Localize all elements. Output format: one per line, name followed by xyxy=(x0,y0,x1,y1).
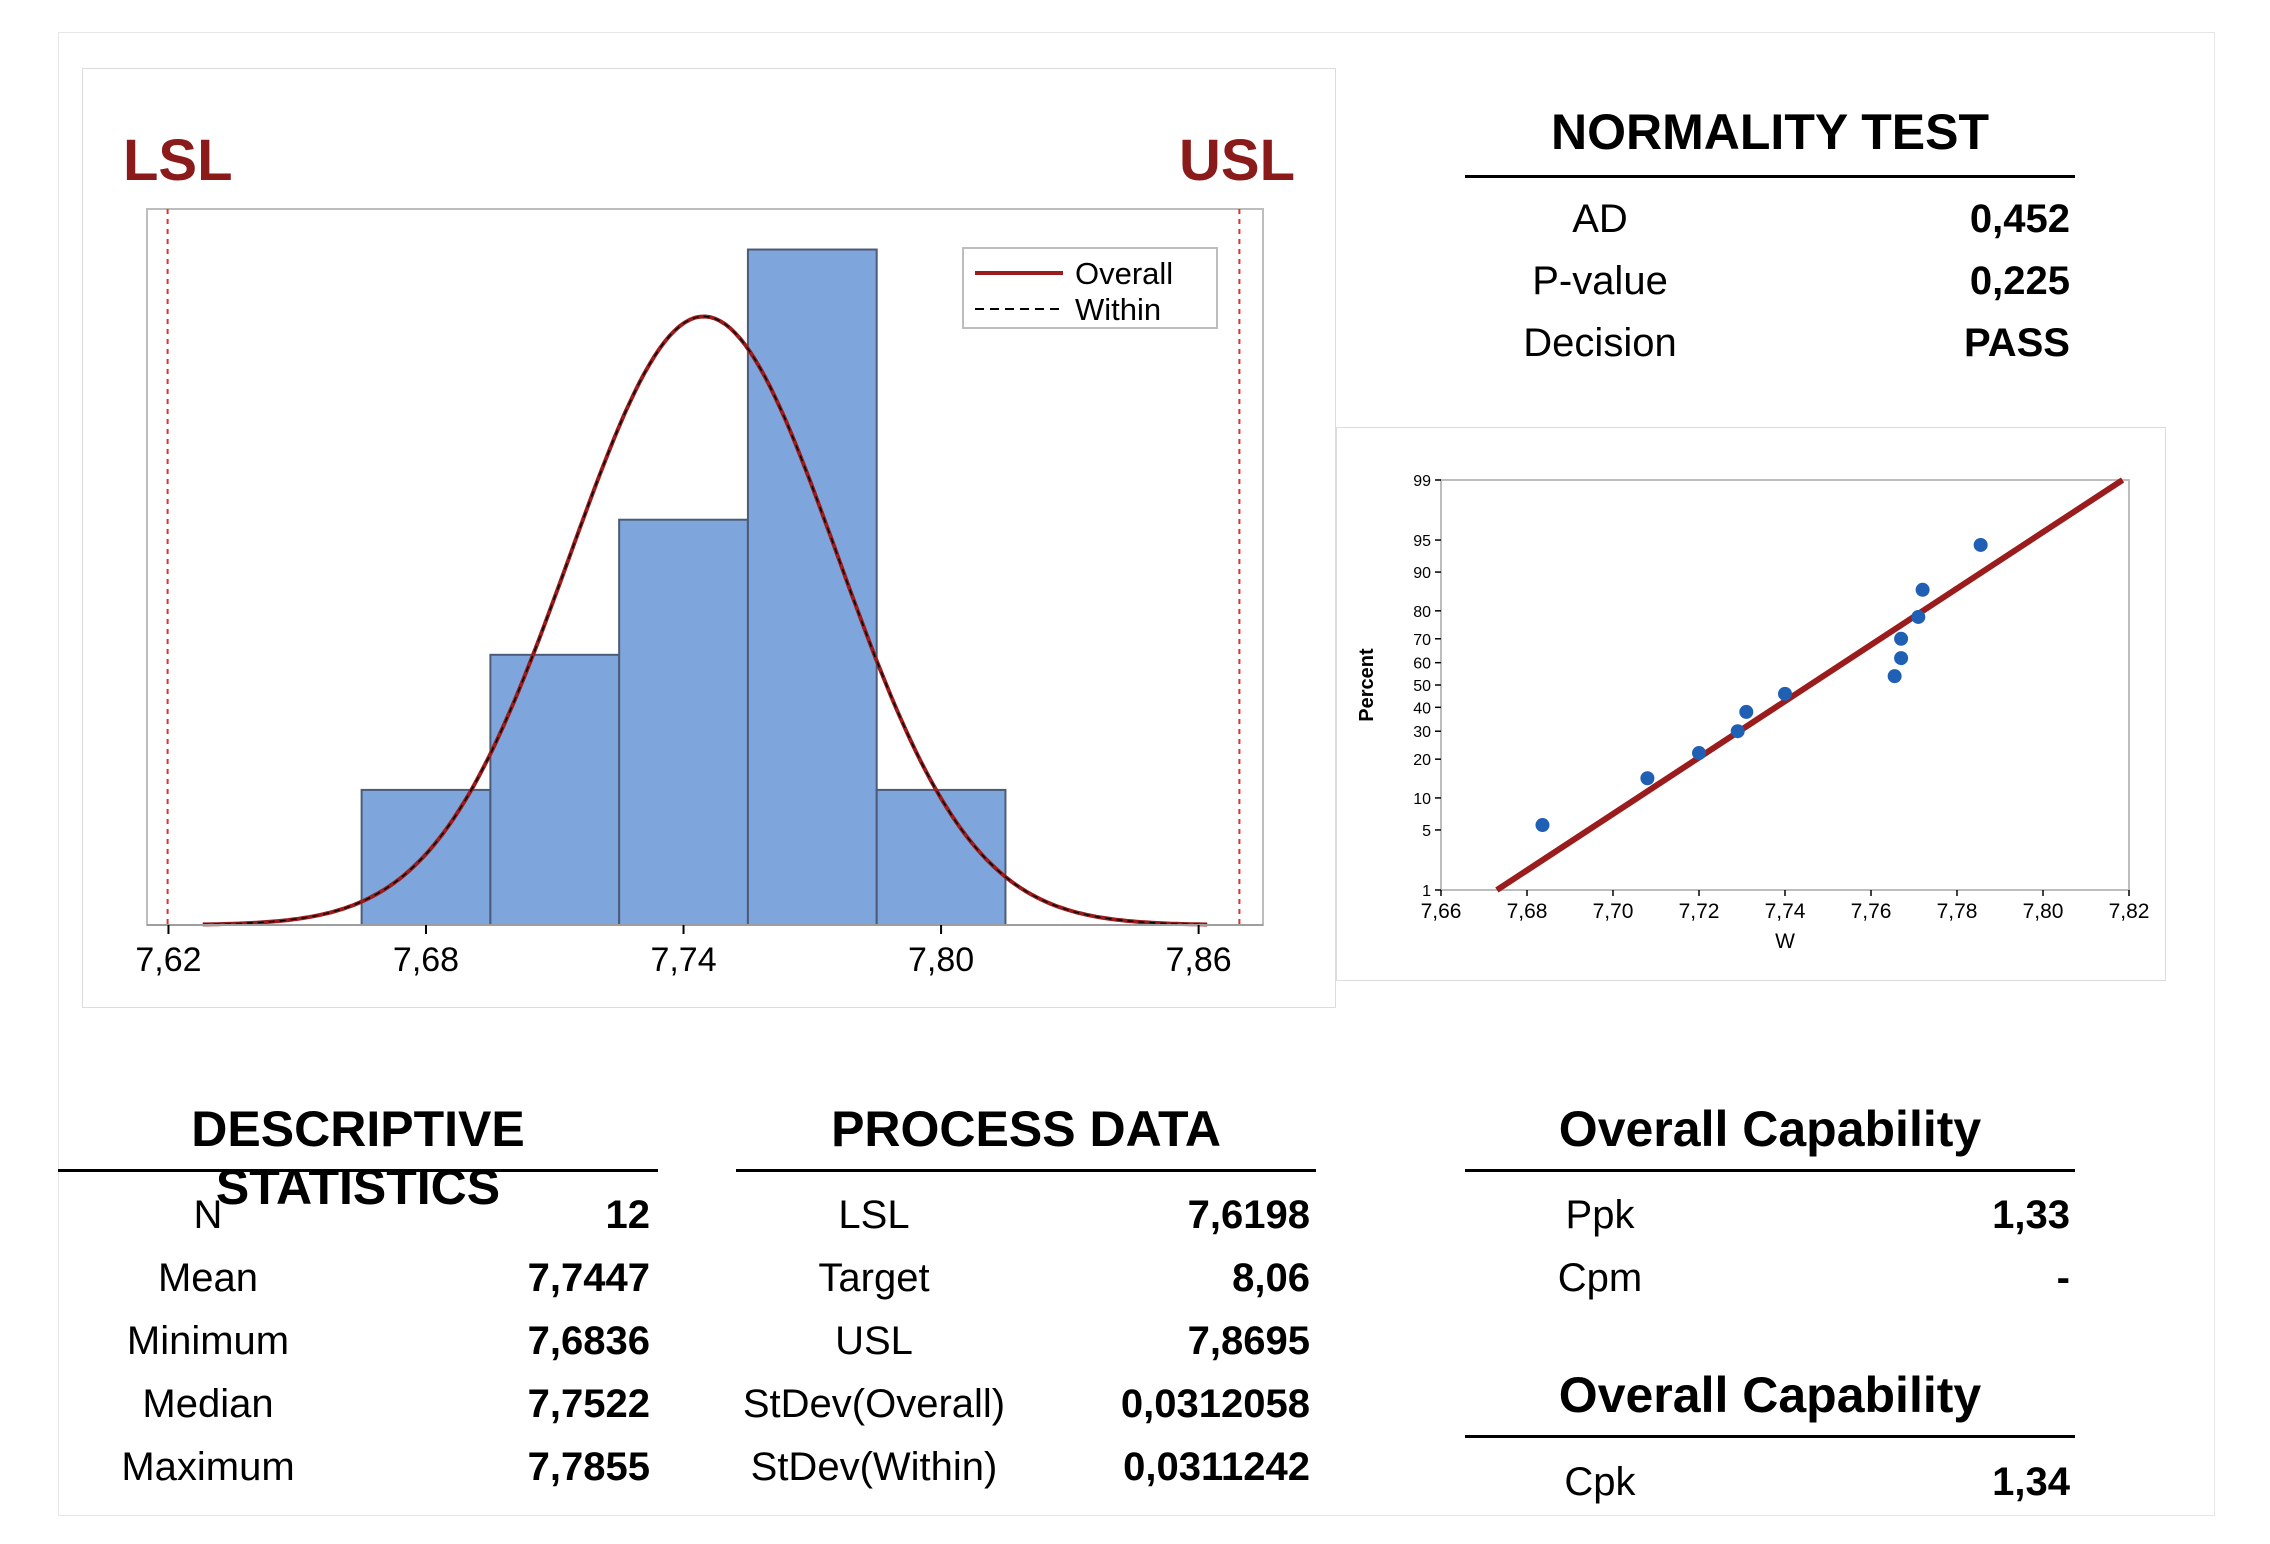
prob-y-tick-label: 20 xyxy=(1413,752,1431,769)
prob-x-tick-label: 7,82 xyxy=(2109,900,2150,923)
data-point xyxy=(1894,651,1909,666)
prob-y-tick-label: 80 xyxy=(1413,604,1431,621)
stat-label: AD xyxy=(1572,197,1628,241)
histogram-bar xyxy=(360,788,492,926)
data-point xyxy=(1894,631,1909,646)
data-point xyxy=(1778,686,1792,701)
probability-plot: 7,66 7,68 7,70 7,72 7,74 7,76 7,78 7,80 7,82 1 5 10… xyxy=(1356,473,2150,953)
prob-y-tick-label: 90 xyxy=(1413,565,1431,582)
stat-label: Cpm xyxy=(1557,1256,1643,1300)
within-normal-curve xyxy=(202,315,1208,926)
stat-value: 7,6198 xyxy=(1187,1193,1310,1237)
process-title: PROCESS DATA xyxy=(831,1101,1221,1157)
data-point xyxy=(1887,669,1902,684)
histogram-x-tick-label: 7,68 xyxy=(393,941,459,979)
prob-x-tick-label: 7,78 xyxy=(1937,900,1978,923)
prob-x-axis-title: W xyxy=(1775,930,1795,953)
prob-x-tick-label: 7,70 xyxy=(1593,900,1634,923)
stat-value: 7,7522 xyxy=(527,1382,650,1426)
stat-value: 8,06 xyxy=(1232,1256,1310,1300)
descriptive-title: DESCRIPTIVE STATISTICS xyxy=(191,1101,525,1215)
prob-x-tick-label: 7,74 xyxy=(1765,900,1806,923)
probability-plot-panel: 7,66 7,68 7,70 7,72 7,74 7,76 7,78 7,80 7,82 1 5 10… xyxy=(1336,427,2166,981)
stat-label: Minimum xyxy=(126,1319,290,1363)
stat-value: 7,6836 xyxy=(527,1319,650,1363)
descriptive-rule xyxy=(58,1169,658,1172)
stat-label: LSL xyxy=(838,1193,910,1237)
usl-label: USL xyxy=(1179,128,1295,193)
prob-x-tick-label: 7,72 xyxy=(1679,900,1720,923)
stat-value: 7,7855 xyxy=(527,1445,650,1489)
data-point xyxy=(1973,537,1988,552)
histogram-x-tick-label: 7,62 xyxy=(135,941,201,979)
potential-capability-rule xyxy=(1465,1435,2075,1438)
histogram-panel: LSL USL 7,62 7,68 7,74 7,80 7,86 Overall Withi… xyxy=(82,68,1336,1008)
stat-value: 0,225 xyxy=(1969,259,2070,303)
prob-x-tick-label: 7,80 xyxy=(2023,900,2064,923)
lsl-label: LSL xyxy=(123,128,233,193)
prob-y-tick-label: 50 xyxy=(1413,678,1431,695)
histogram-bar xyxy=(618,518,749,926)
prob-y-tick-label: 30 xyxy=(1413,724,1431,741)
histogram-x-tick-label: 7,80 xyxy=(908,941,974,979)
prob-y-tick-label: 5 xyxy=(1422,823,1431,840)
stat-value: 7,7447 xyxy=(527,1256,650,1300)
stat-value: PASS xyxy=(1964,321,2070,365)
process-rule xyxy=(736,1169,1316,1172)
stat-value: 7,8695 xyxy=(1187,1319,1310,1363)
stat-label: Median xyxy=(142,1382,274,1426)
fit-line xyxy=(1495,477,2125,893)
normality-title: NORMALITY TEST xyxy=(1551,104,1989,160)
stat-label: USL xyxy=(835,1319,913,1363)
histogram-legend xyxy=(962,247,1218,329)
stat-label: Ppk xyxy=(1565,1193,1635,1237)
prob-y-tick-label: 1 xyxy=(1422,883,1431,900)
legend-within-label: Within xyxy=(1075,292,1161,327)
stat-label: Cpk xyxy=(1564,1460,1636,1504)
data-point xyxy=(1911,609,1926,624)
overall-capability-rule xyxy=(1465,1169,2075,1172)
prob-x-tick-label: 7,76 xyxy=(1851,900,1892,923)
data-point xyxy=(1915,582,1930,597)
prob-y-tick-label: 95 xyxy=(1413,533,1431,550)
stat-value: 0,0312058 xyxy=(1120,1382,1310,1426)
potential-capability-title: Overall Capability xyxy=(1558,1367,1982,1423)
data-point xyxy=(1640,771,1655,786)
prob-x-tick-label: 7,66 xyxy=(1421,900,1462,923)
overall-capability-title: Overall Capability xyxy=(1558,1101,1982,1157)
prob-y-tick-label: 70 xyxy=(1413,632,1431,649)
prob-y-tick-label: 40 xyxy=(1413,700,1431,717)
stat-label: Target xyxy=(818,1256,930,1300)
histogram-x-tick-label: 7,74 xyxy=(650,941,716,979)
stat-label: Maximum xyxy=(121,1445,295,1489)
data-point xyxy=(1730,724,1745,739)
stat-label: StDev(Within) xyxy=(750,1445,998,1489)
stat-value: - xyxy=(2056,1256,2070,1300)
data-point xyxy=(1535,818,1550,833)
stat-label: Mean xyxy=(157,1256,259,1300)
stat-label: Decision xyxy=(1523,321,1677,365)
histogram-bar xyxy=(746,248,878,926)
histogram-x-tick-label: 7,86 xyxy=(1166,941,1232,979)
data-point xyxy=(1739,704,1754,719)
stat-label: P-value xyxy=(1532,259,1668,303)
stat-value: 0,452 xyxy=(1969,197,2070,241)
legend-overall-label: Overall xyxy=(1075,256,1173,291)
normality-rule xyxy=(1465,175,2075,178)
stat-label: N xyxy=(193,1193,223,1237)
stat-value: 0,0311242 xyxy=(1123,1445,1310,1489)
prob-y-tick-label: 99 xyxy=(1413,473,1431,490)
data-point xyxy=(1692,746,1706,761)
prob-y-axis-title: Percent xyxy=(1356,648,1378,722)
stat-label: StDev(Overall) xyxy=(742,1382,1006,1426)
prob-y-tick-label: 60 xyxy=(1413,656,1431,673)
stat-value: 12 xyxy=(605,1193,651,1237)
histogram-bar xyxy=(489,653,621,927)
stat-value: 1,34 xyxy=(1992,1460,2070,1504)
prob-y-tick-label: 10 xyxy=(1413,791,1431,808)
stat-value: 1,33 xyxy=(1992,1193,2070,1237)
prob-x-tick-label: 7,68 xyxy=(1507,900,1548,923)
